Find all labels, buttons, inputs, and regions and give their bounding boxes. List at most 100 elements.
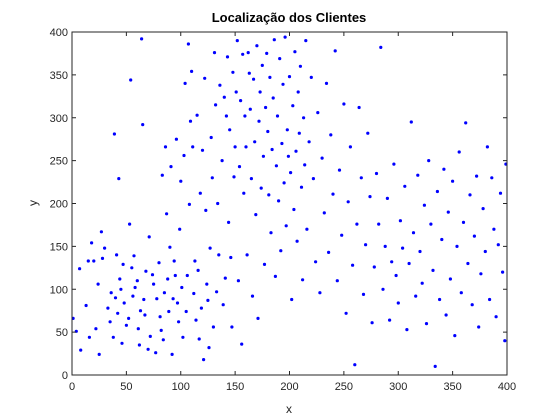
- data-point: [377, 222, 381, 226]
- data-point: [420, 281, 424, 285]
- data-point: [235, 39, 239, 43]
- data-point: [255, 44, 259, 48]
- data-point: [202, 358, 206, 362]
- data-point: [366, 131, 370, 135]
- data-point: [284, 224, 288, 228]
- data-point: [194, 318, 198, 322]
- data-point: [322, 211, 326, 215]
- data-point: [208, 246, 212, 250]
- data-point: [253, 140, 257, 144]
- data-point: [331, 192, 335, 196]
- data-point: [207, 346, 211, 350]
- data-point: [346, 200, 350, 204]
- data-point: [217, 253, 221, 257]
- data-point: [396, 301, 400, 305]
- data-point: [167, 309, 171, 314]
- data-point: [286, 154, 290, 158]
- data-point: [424, 322, 429, 326]
- y-tick-label: 50: [56, 327, 68, 339]
- data-point: [296, 90, 300, 94]
- data-point: [195, 113, 199, 117]
- data-point: [210, 176, 214, 180]
- data-point: [262, 262, 267, 266]
- data-point: [442, 167, 446, 171]
- data-point: [335, 279, 339, 283]
- data-point: [374, 171, 379, 176]
- data-point: [295, 239, 299, 243]
- data-point: [498, 191, 503, 195]
- plot-area: [72, 32, 507, 375]
- data-point: [182, 153, 186, 158]
- data-point: [372, 265, 376, 269]
- data-point: [503, 339, 507, 343]
- data-point: [446, 210, 450, 214]
- data-point: [231, 70, 235, 74]
- data-point: [193, 259, 197, 263]
- data-point: [90, 241, 94, 245]
- data-point: [305, 227, 309, 231]
- data-point: [472, 234, 476, 238]
- data-point: [203, 76, 207, 80]
- data-point: [108, 320, 112, 324]
- data-point: [494, 315, 498, 319]
- data-point: [290, 297, 294, 302]
- data-point: [355, 222, 359, 226]
- data-point: [150, 273, 155, 277]
- data-point: [181, 335, 185, 339]
- data-point: [488, 297, 492, 302]
- data-point: [340, 233, 344, 237]
- data-point: [244, 145, 248, 149]
- data-point: [173, 273, 177, 278]
- data-point: [444, 313, 448, 317]
- x-tick-label: 100: [172, 381, 190, 393]
- chart-title: Localização dos Clientes: [212, 10, 367, 25]
- data-point: [228, 128, 232, 132]
- data-point: [405, 328, 409, 332]
- data-point: [109, 291, 113, 295]
- data-point: [179, 179, 183, 183]
- data-point: [285, 128, 289, 132]
- data-point: [92, 259, 96, 263]
- data-point: [116, 311, 120, 315]
- data-point: [272, 38, 276, 42]
- data-point: [464, 121, 468, 125]
- data-point: [121, 262, 125, 266]
- data-point: [414, 294, 418, 298]
- data-point: [246, 51, 250, 55]
- data-point: [240, 342, 244, 346]
- data-point: [137, 343, 141, 347]
- data-point: [416, 173, 420, 177]
- data-point: [166, 277, 170, 281]
- data-point: [475, 174, 479, 178]
- data-point: [333, 49, 337, 53]
- data-point: [257, 119, 261, 123]
- data-point: [212, 51, 217, 55]
- data-point: [232, 175, 236, 179]
- data-point: [477, 325, 481, 329]
- x-tick-label: 0: [69, 381, 75, 393]
- data-point: [230, 325, 234, 329]
- data-point: [252, 77, 256, 81]
- data-point: [161, 338, 165, 342]
- data-point: [407, 261, 411, 266]
- x-tick-label: 250: [335, 381, 353, 393]
- data-point: [309, 75, 313, 79]
- data-point: [303, 163, 307, 167]
- data-point: [388, 318, 392, 322]
- data-point: [188, 119, 193, 123]
- data-point: [468, 193, 472, 197]
- data-point: [289, 171, 293, 175]
- data-point: [158, 315, 162, 319]
- data-point: [144, 269, 148, 273]
- data-point: [370, 321, 374, 325]
- data-point: [283, 35, 287, 39]
- data-point: [129, 78, 133, 82]
- data-point: [438, 297, 442, 302]
- data-point: [324, 81, 329, 85]
- data-point: [275, 114, 280, 118]
- data-point: [245, 253, 249, 257]
- data-point: [273, 274, 277, 278]
- data-point: [184, 309, 188, 314]
- data-point: [348, 145, 352, 149]
- data-point: [256, 316, 260, 320]
